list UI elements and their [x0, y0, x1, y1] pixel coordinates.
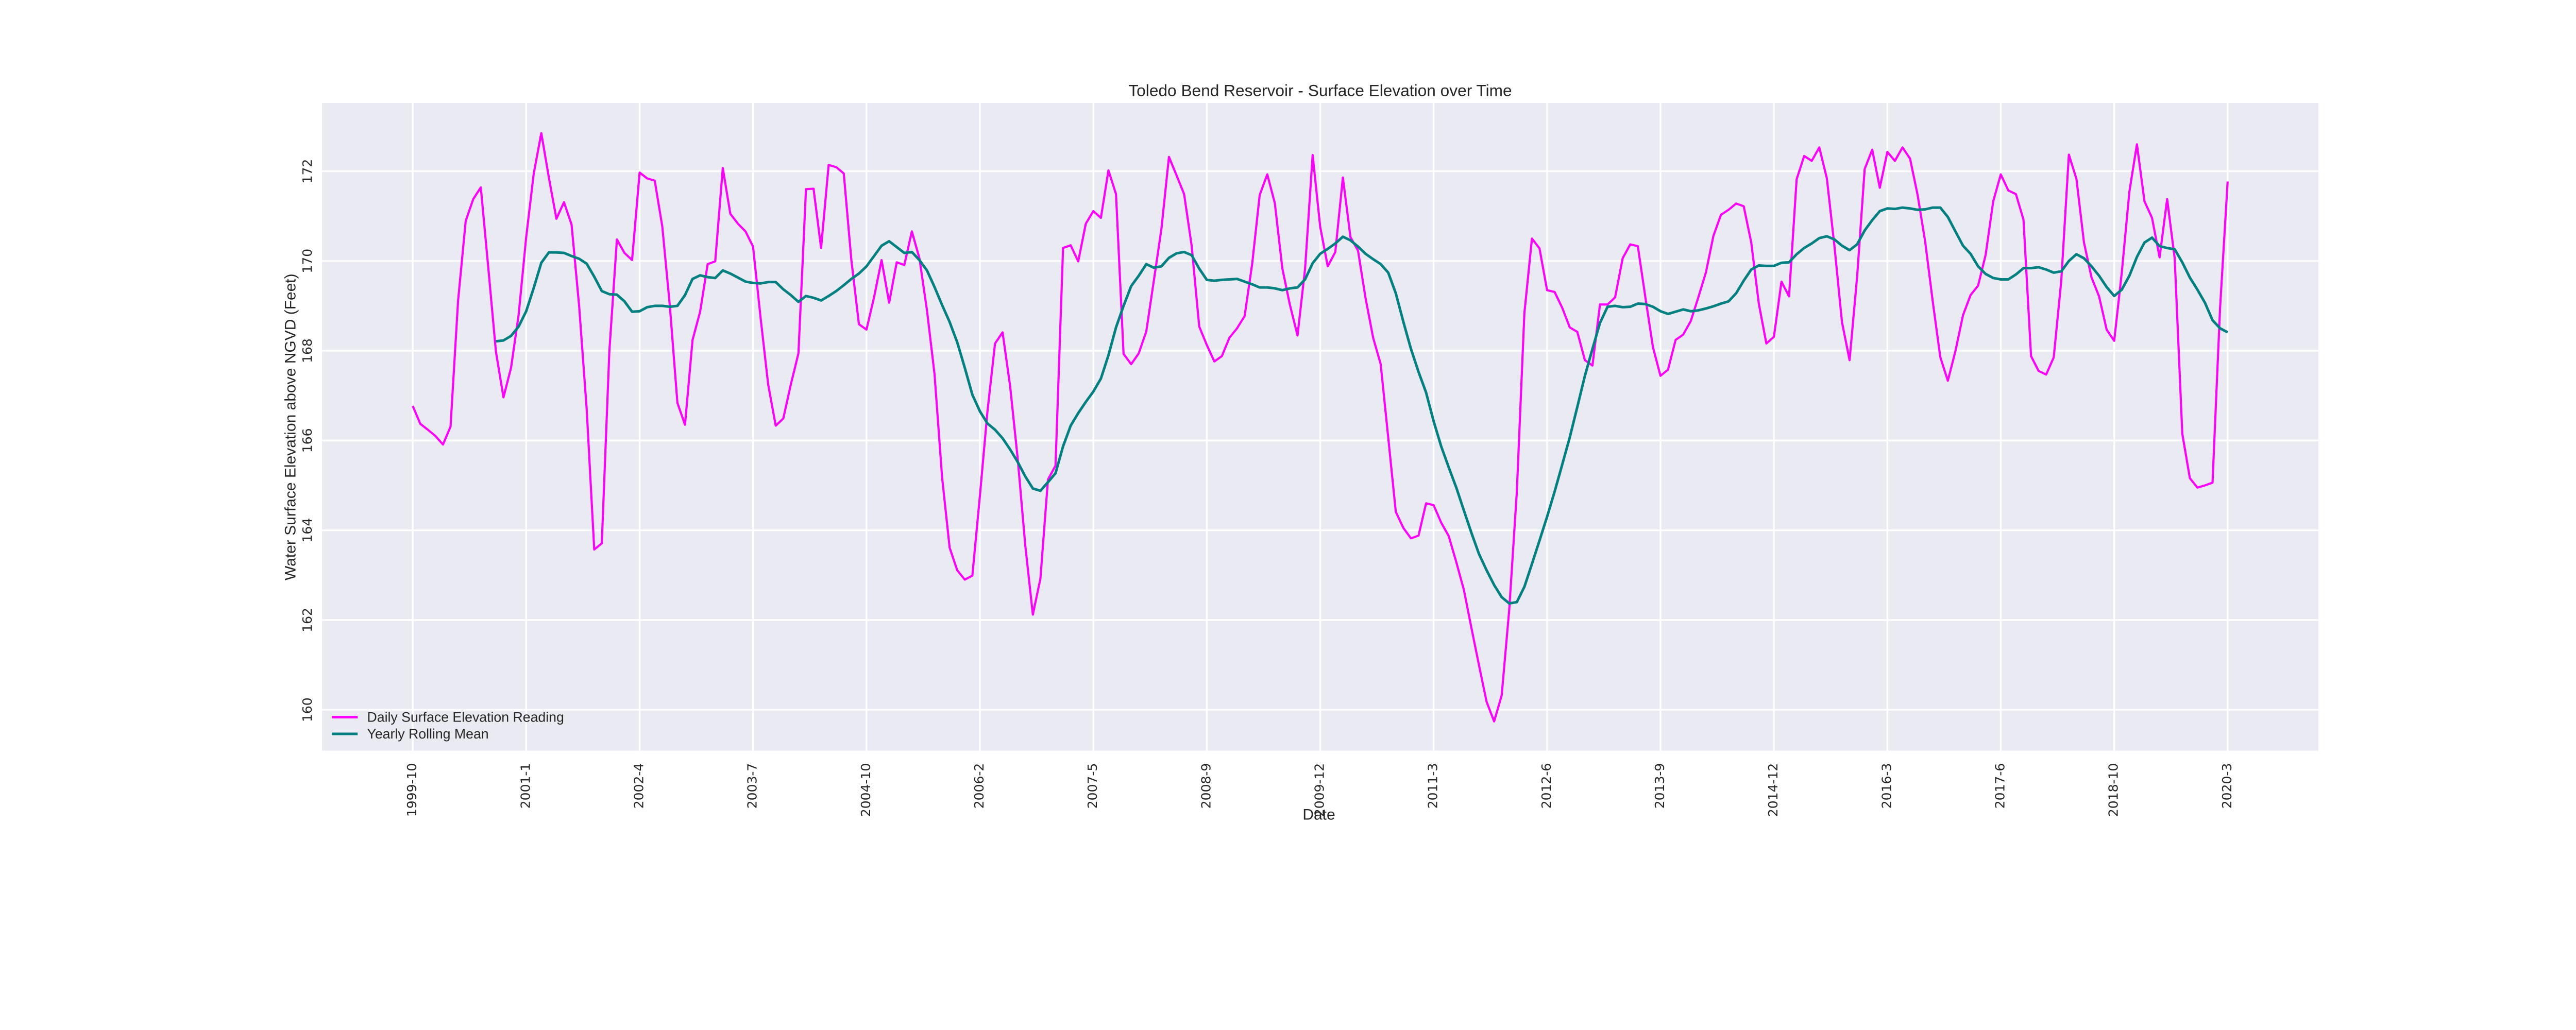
gridlines — [322, 103, 2318, 751]
x-tick-label: 2012-6 — [1539, 763, 1554, 809]
legend-label-daily-reading: Daily Surface Elevation Reading — [367, 710, 564, 725]
y-axis-ticks: 160 162 164 166 168 170 172 — [300, 159, 315, 722]
x-tick-label: 2006-2 — [972, 763, 987, 809]
x-tick-label: 2013-9 — [1652, 763, 1667, 809]
x-tick-label: 2003-7 — [745, 763, 760, 809]
legend: Daily Surface Elevation Reading Yearly R… — [332, 710, 564, 742]
x-tick-label: 2017-6 — [1993, 763, 2008, 809]
x-axis-ticks: 1999-10 2001-1 2002-4 2003-7 2004-10 2006-2 20… — [404, 763, 2234, 817]
x-tick-label: 2004-10 — [858, 763, 873, 817]
x-tick-label: 1999-10 — [404, 763, 419, 817]
legend-label-rolling-mean: Yearly Rolling Mean — [367, 726, 489, 742]
series-rolling-mean-line — [496, 206, 2229, 605]
y-tick-label: 164 — [300, 518, 315, 543]
y-tick-label: 166 — [300, 428, 315, 453]
x-tick-label: 2016-3 — [1879, 763, 1894, 809]
y-axis-label: Water Surface Elevation above NGVD (Feet… — [282, 273, 299, 580]
y-tick-label: 172 — [300, 159, 315, 184]
x-tick-label: 2011-3 — [1426, 763, 1440, 809]
x-tick-label: 2009-12 — [1312, 763, 1327, 817]
series-group — [412, 132, 2229, 723]
x-tick-label: 2020-3 — [2219, 763, 2234, 809]
x-axis-label: Date — [1302, 806, 1335, 823]
x-tick-label: 2007-5 — [1085, 763, 1100, 809]
x-tick-label: 2018-10 — [2106, 763, 2121, 817]
x-tick-label: 2014-12 — [1766, 763, 1781, 817]
x-tick-label: 2001-1 — [518, 763, 533, 809]
y-tick-label: 170 — [300, 249, 315, 273]
y-tick-label: 162 — [300, 608, 315, 632]
chart-title: Toledo Bend Reservoir - Surface Elevatio… — [1128, 81, 1512, 100]
y-tick-label: 160 — [300, 697, 315, 722]
x-tick-label: 2002-4 — [631, 763, 646, 809]
x-tick-label: 2008-9 — [1198, 763, 1213, 809]
series-daily-reading-line — [412, 132, 2229, 723]
y-tick-label: 168 — [300, 338, 315, 363]
